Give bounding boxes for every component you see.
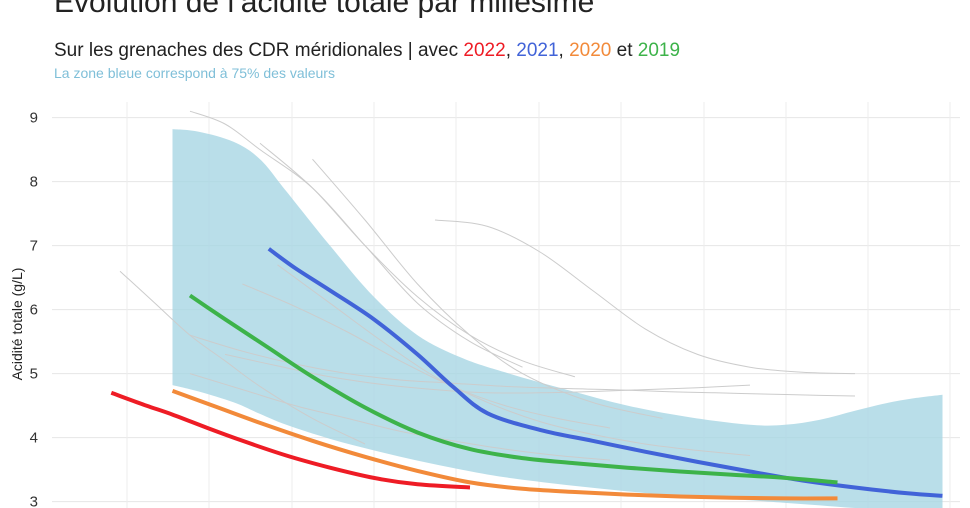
chart-title: Évolution de l’acidité totale par millés…	[54, 0, 595, 19]
background-line	[189, 110, 523, 368]
legend-label-2022: 2022	[463, 40, 506, 61]
series-line-2019	[188, 293, 838, 485]
chart-subtitle: Sur les grenaches des CDR méridionales |…	[54, 40, 680, 62]
background-lines-layer	[119, 110, 856, 461]
series-layer	[110, 247, 943, 501]
subtitle-sep-2: ,	[558, 40, 570, 61]
background-line	[277, 264, 751, 456]
y-tick-label: 8	[30, 174, 38, 191]
background-line	[224, 353, 751, 394]
band-caption: La zone bleue correspond à 75% des valeu…	[54, 65, 335, 81]
y-tick-label: 6	[30, 302, 38, 319]
band-layer	[172, 129, 943, 508]
series-line-2020	[171, 389, 838, 501]
background-line	[189, 373, 611, 461]
legend-label-2020: 2020	[569, 40, 612, 61]
band-75-percent	[172, 129, 943, 508]
y-tick-label: 7	[30, 238, 38, 255]
background-line	[312, 158, 663, 419]
background-line	[242, 283, 611, 429]
background-line	[259, 142, 576, 378]
y-tick-label: 4	[30, 430, 38, 447]
y-axis-label: Acidité totale (g/L)	[9, 268, 25, 381]
series-line-2022	[110, 390, 471, 490]
subtitle-prefix: Sur les grenaches des CDR méridionales |…	[54, 40, 464, 61]
background-line	[434, 219, 856, 375]
subtitle-sep-1: ,	[505, 40, 517, 61]
series-line-2021	[267, 247, 943, 498]
subtitle-sep-3: et	[611, 40, 638, 61]
legend-label-2021: 2021	[516, 40, 559, 61]
y-tick-label: 5	[30, 366, 38, 383]
background-line	[189, 334, 856, 397]
y-tick-label: 9	[30, 110, 38, 127]
background-line	[119, 270, 366, 445]
y-tick-label: 3	[30, 494, 38, 508]
legend-label-2019: 2019	[637, 40, 681, 61]
y-axis-ticks: 3 4 5 6 7 8 9	[30, 110, 38, 508]
